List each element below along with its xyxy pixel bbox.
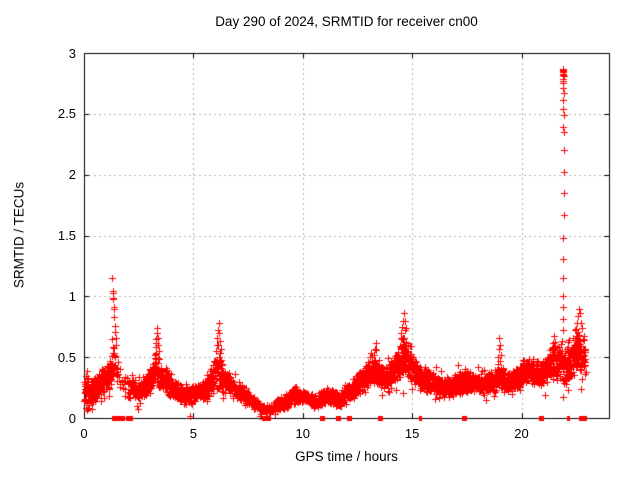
x-tick-label: 5 xyxy=(189,426,197,441)
y-tick-label: 3 xyxy=(68,45,76,61)
y-tick-label: 2 xyxy=(68,167,76,183)
x-axis-title: GPS time / hours xyxy=(295,449,398,464)
y-tick-label: 1 xyxy=(68,288,76,304)
x-tick-label: 15 xyxy=(404,426,420,441)
y-tick-label: 1.5 xyxy=(57,228,76,243)
x-tick-label: 10 xyxy=(295,426,310,441)
y-tick-label: 2.5 xyxy=(57,106,76,122)
chart-title: Day 290 of 2024, SRMTID for receiver cn0… xyxy=(215,14,478,29)
x-tick-label: 20 xyxy=(514,426,529,441)
y-axis-title: SRMTID / TECUs xyxy=(11,181,27,289)
y-tick-label: 0 xyxy=(68,410,76,426)
y-tick-label: 0.5 xyxy=(57,349,76,365)
x-tick-label: 0 xyxy=(80,426,88,441)
